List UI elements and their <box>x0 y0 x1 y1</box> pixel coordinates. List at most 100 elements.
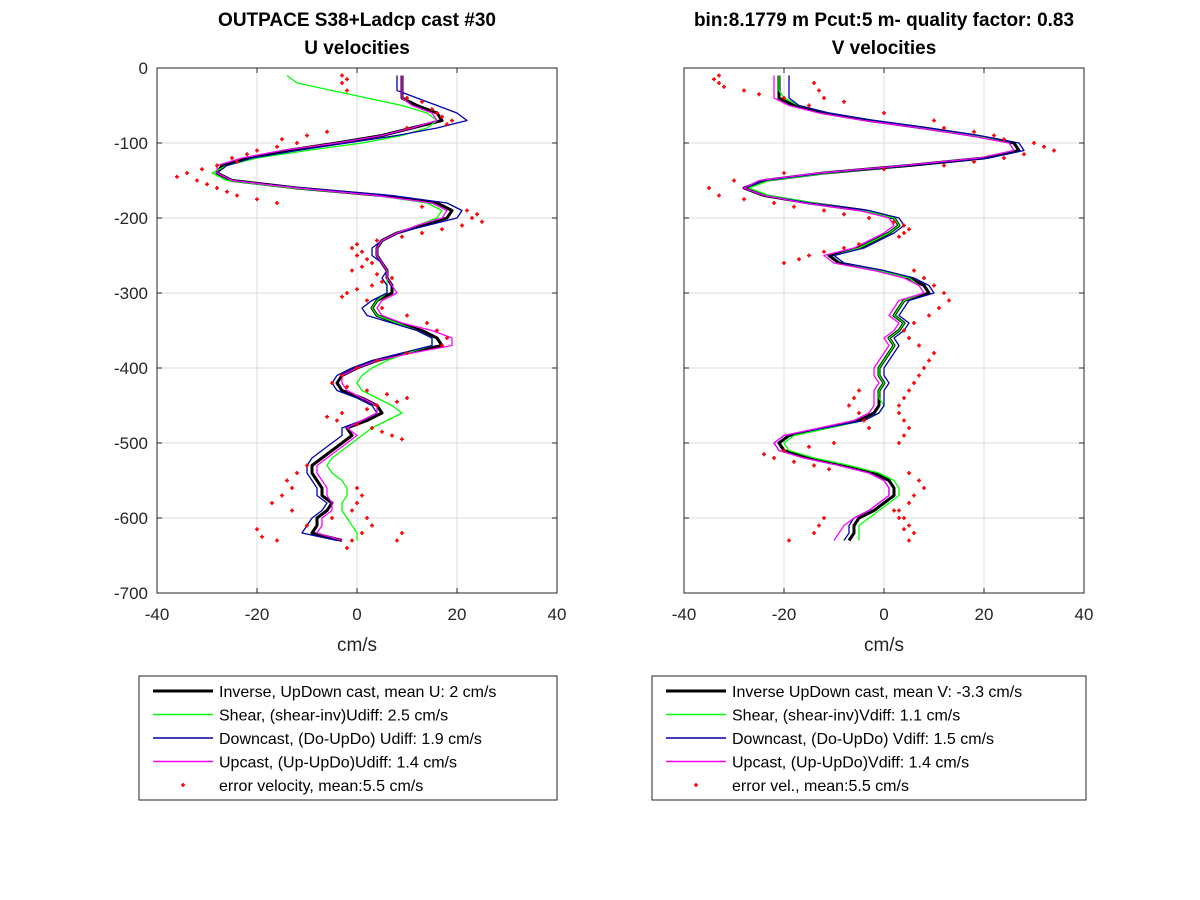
u-error-point <box>355 253 359 258</box>
u-error-point <box>340 73 344 78</box>
u-error-point <box>290 508 294 513</box>
v-error-point <box>912 493 916 498</box>
v-error-point <box>897 403 901 408</box>
v-error-point <box>857 388 861 393</box>
u-error-point <box>420 99 424 104</box>
v-error-point <box>892 508 896 513</box>
v-error-point <box>902 418 906 423</box>
v-error-point <box>902 396 906 400</box>
u-ytick-label: -700 <box>114 584 148 603</box>
v-error-point <box>902 231 906 235</box>
v-error-point <box>707 186 711 190</box>
u-error-point <box>375 358 379 363</box>
v-error-point <box>867 216 871 220</box>
v-error-point <box>897 508 901 513</box>
v-error-point <box>822 249 826 254</box>
u-ytick-label: -100 <box>114 134 148 153</box>
u-error-point <box>275 144 279 149</box>
u-error-point <box>365 388 369 393</box>
u-error-point <box>360 249 364 254</box>
u-error-point <box>400 437 404 442</box>
u-error-point <box>295 471 299 475</box>
u-error-point <box>435 111 439 115</box>
v-error-point <box>972 159 976 164</box>
v-error-point <box>922 366 926 370</box>
u-error-point <box>380 429 384 434</box>
u-error-point <box>450 118 454 123</box>
u-error-point <box>365 257 369 262</box>
u-velocity-panel: OUTPACE S38+Ladcp cast #30 U velocities … <box>114 10 566 801</box>
u-error-point <box>355 501 359 505</box>
u-error-point <box>350 538 354 543</box>
u-error-point <box>340 81 344 85</box>
u-error-point <box>330 381 334 385</box>
v-error-point <box>717 193 721 198</box>
v-error-point <box>807 103 811 108</box>
u-ytick-label: 0 <box>139 59 148 78</box>
v-error-point <box>852 396 856 400</box>
u-error-point <box>475 212 479 217</box>
v-xtick-label: -40 <box>672 605 697 624</box>
u-legend-entry: error velocity, mean:5.5 cm/s <box>219 778 423 795</box>
u-error-point <box>380 279 384 284</box>
v-error-point <box>807 253 811 258</box>
v-error-point <box>907 426 911 430</box>
v-xtick-label: 0 <box>879 605 888 624</box>
v-error-point <box>822 96 826 100</box>
u-error-point <box>345 384 349 389</box>
v-error-point <box>907 336 911 340</box>
v-error-point <box>907 388 911 393</box>
u-error-point <box>420 204 424 209</box>
v-error-point <box>732 178 736 183</box>
v-error-point <box>817 523 821 528</box>
v-error-point <box>1052 148 1056 153</box>
u-error-point <box>255 527 259 532</box>
v-error-point <box>822 208 826 213</box>
u-error-point <box>405 96 409 100</box>
u-grid <box>156 67 558 594</box>
v-error-point <box>932 351 936 355</box>
v-legend: Inverse UpDown cast, mean V: -3.3 cm/s Sh… <box>651 675 1087 801</box>
v-error-point <box>792 204 796 209</box>
v-error-point <box>757 92 761 97</box>
v-error-point <box>907 538 911 543</box>
v-error-point <box>772 201 776 205</box>
v-error-point <box>1032 141 1036 145</box>
u-error-point <box>355 242 359 247</box>
u-error-point <box>370 523 374 528</box>
v-error-point <box>772 456 776 460</box>
u-error-point <box>370 426 374 430</box>
u-ytick-label: -300 <box>114 284 148 303</box>
v-error-point <box>882 111 886 115</box>
u-error-point <box>255 197 259 202</box>
v-error-point <box>917 343 921 348</box>
v-error-point <box>842 99 846 104</box>
u-error-point <box>175 174 179 179</box>
v-series-group <box>742 75 1025 542</box>
v-error-point <box>1002 137 1006 142</box>
u-legend-swatch <box>181 783 185 787</box>
u-error-point <box>405 351 409 355</box>
u-error-point <box>440 343 444 348</box>
u-error-point <box>245 152 249 157</box>
v-error-point <box>897 411 901 415</box>
v-error-point <box>842 246 846 250</box>
u-series-group <box>211 74 468 542</box>
u-error-point <box>345 291 349 295</box>
u-error-point <box>205 182 209 187</box>
v-chart-subtitle: V velocities <box>832 38 937 59</box>
u-ytick-label: -500 <box>114 434 148 453</box>
u-error-point <box>185 171 189 175</box>
v-series-shear <box>748 75 1015 541</box>
v-error-point <box>942 126 946 130</box>
u-error-point <box>380 306 384 310</box>
u-error-point <box>365 516 369 520</box>
v-error-point <box>922 276 926 280</box>
v-error-point <box>902 527 906 532</box>
u-chart-title: OUTPACE S38+Ladcp cast #30 <box>218 10 496 31</box>
v-error-point <box>882 167 886 172</box>
v-error-point <box>942 163 946 168</box>
u-error-point <box>355 366 359 370</box>
u-xtick-label: -20 <box>245 605 270 624</box>
